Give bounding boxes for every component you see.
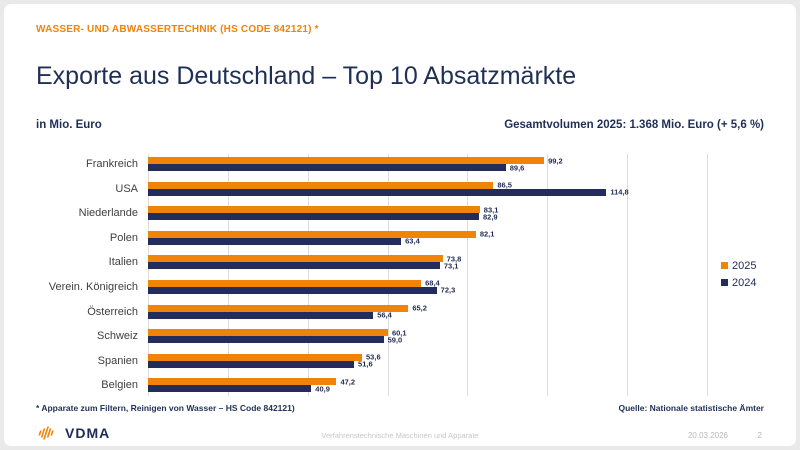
footer-date: 20.03.2026 [687,431,728,440]
gridline [547,154,549,396]
value-label: 59,0 [387,335,403,345]
value-label: 82,1 [479,229,495,239]
category-label: Schweiz [97,330,138,343]
legend-swatch [721,279,728,286]
value-label: 60,1 [391,328,407,338]
bar-row: 73,8 73,1 [148,250,707,275]
bar-2025: 68,4 [148,279,440,288]
bar-2025: 86,5 [148,181,512,190]
bar-2024: 56,4 [148,311,392,320]
category-axis: Frankreich USA Niederlande Polen Italien Vere… [36,152,148,398]
value-label: 73,1 [443,261,459,271]
source-label: Quelle: Nationale statistische Ämter [618,403,765,413]
bar-2025: 60,1 [148,328,407,337]
bar-row: 60,1 59,0 [148,324,707,349]
bar-row: 68,4 72,3 [148,275,707,300]
page-number: 2 [757,431,762,440]
bar-2024: 72,3 [148,286,455,295]
value-label: 82,9 [483,212,498,222]
bar-2025: 83,1 [148,205,498,214]
chart-legend: 2025 2024 [721,257,756,291]
legend-label: 2024 [732,276,757,289]
value-label: 63,4 [405,236,420,246]
value-label: 86,5 [497,180,512,190]
gridlines [148,154,708,396]
bar-row: 47,2 40,9 [148,373,707,398]
value-label: 73,8 [446,254,462,264]
bar-2024: 114,8 [148,188,629,197]
gridline [227,154,229,396]
value-label: 65,2 [412,303,427,313]
category-label: USA [115,182,138,195]
gridline [307,154,309,396]
bar-2025: 82,1 [148,230,494,239]
bar-row: 83,1 82,9 [148,201,707,226]
value-label: 83,1 [483,205,499,215]
bar-2024: 40,9 [148,384,330,393]
gridline [387,154,389,396]
bar-rows: 99,2 89,6 86,5 114,8 83,1 82,9 82,1 63,4 73,8 73,… [148,152,707,398]
category-label: Spanien [97,354,138,367]
bar-2024: 89,6 [148,163,524,172]
bar-2024: 73,1 [148,261,458,270]
value-label: 89,6 [509,163,525,172]
value-label: 47,2 [340,377,356,387]
footnote: * Apparate zum Filtern, Reinigen von Was… [36,403,295,413]
bar-2025: 53,6 [148,353,381,362]
page-title: Exporte aus Deutschland – Top 10 Absatzm… [36,62,577,90]
value-label: 72,3 [440,285,456,295]
legend-item-2025: 2025 [721,257,756,274]
bar-row: 86,5 114,8 [148,177,707,202]
gridline [707,154,708,396]
bar-2024: 59,0 [148,335,402,344]
value-label: 68,4 [425,278,440,288]
legend-item-2024: 2024 [721,274,756,291]
gridline [148,154,149,396]
bar-row: 53,6 51,6 [148,349,707,374]
vdma-waves-icon [38,426,54,440]
bar-2024: 63,4 [148,237,420,246]
bar-row: 99,2 89,6 [148,152,707,177]
category-label: Italien [108,256,138,269]
category-label: Frankreich [86,158,138,170]
category-label: Belgien [101,379,138,392]
value-label: 53,6 [366,352,381,362]
value-label: 56,4 [377,310,392,320]
footer-center-text: Verfahrenstechnische Maschinen und Appar… [321,431,479,440]
category-label: Niederlande [78,207,138,220]
category-label: Verein. Königreich [48,280,138,293]
bar-2024: 51,6 [148,360,373,369]
gridline [467,154,469,396]
bar-row: 65,2 56,4 [148,300,707,325]
slide-kicker: WASSER- UND ABWASSERTECHNIK (HS CODE 842… [36,24,319,35]
bar-2025: 99,2 [148,156,563,165]
total-volume-label: Gesamtvolumen 2025: 1.368 Mio. Euro (+ 5… [504,119,764,131]
bar-chart: Frankreich USA Niederlande Polen Italien Vere… [36,152,708,398]
bar-2024: 82,9 [148,212,498,221]
category-label: Österreich [87,305,138,318]
gridline [627,154,629,396]
axis-unit-label: in Mio. Euro [36,119,102,131]
value-label: 51,6 [358,359,373,369]
slide: WASSER- UND ABWASSERTECHNIK (HS CODE 842… [4,4,796,446]
value-label: 99,2 [548,156,563,165]
legend-label: 2025 [732,259,757,272]
vdma-logo-text: VDMA [65,425,111,441]
vdma-logo: VDMA [36,424,110,442]
bar-2025: 65,2 [148,304,427,313]
category-label: Polen [109,231,138,244]
value-label: 40,9 [315,384,330,394]
bar-row: 82,1 63,4 [148,226,707,251]
plot-area: 99,2 89,6 86,5 114,8 83,1 82,9 82,1 63,4 73,8 73,… [148,152,708,398]
bar-2025: 73,8 [148,254,461,263]
value-label: 114,8 [610,187,629,197]
legend-swatch [721,262,728,269]
bar-2025: 47,2 [148,377,355,386]
